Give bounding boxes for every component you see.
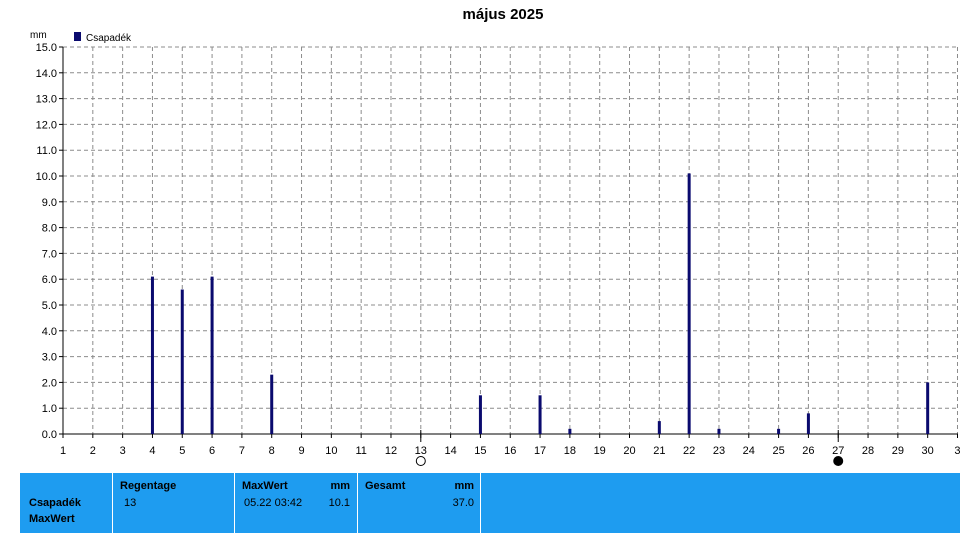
precipitation-chart: május 2025 mm Csapadék 0.0 1.0 2.0 3.0 4.0 5.… bbox=[30, 6, 960, 466]
x-tick-label: 5 bbox=[179, 445, 185, 457]
bar-day-8 bbox=[270, 374, 274, 434]
empty-cell bbox=[480, 473, 960, 533]
bar-day-17 bbox=[538, 395, 542, 434]
maxwert-unit: mm bbox=[330, 480, 350, 492]
y-tick-label: 2.0 bbox=[42, 377, 57, 389]
bar-day-25 bbox=[777, 428, 781, 434]
x-tick-label: 3 bbox=[954, 445, 960, 457]
bar-day-30 bbox=[926, 382, 930, 434]
y-tick-labels: 0.0 1.0 2.0 3.0 4.0 5.0 6.0 7.0 8.0 9.0 10.0 11.0 12… bbox=[36, 42, 57, 441]
x-tick-label: 10 bbox=[325, 445, 337, 457]
bar-day-18 bbox=[568, 428, 572, 434]
maxwert-value: 10.1 bbox=[328, 497, 350, 509]
y-tick-label: 12.0 bbox=[36, 119, 57, 131]
x-tick-label: 11 bbox=[355, 445, 366, 457]
x-tick-labels: 1 2 3 4 5 6 7 8 9 10 11 12 13 14 15 16 17 18 19 20 21 22 23 24 2… bbox=[60, 445, 960, 457]
y-tick-label: 10.0 bbox=[36, 171, 57, 183]
x-tick-label: 26 bbox=[802, 445, 814, 457]
moon-phase-markers bbox=[415, 430, 844, 466]
y-tick-label: 13.0 bbox=[36, 94, 57, 106]
x-tick-label: 1 bbox=[60, 445, 66, 457]
x-tick-label: 9 bbox=[298, 445, 304, 457]
x-tick-label: 23 bbox=[713, 445, 725, 457]
x-tick-label: 8 bbox=[269, 445, 275, 457]
bar-day-26 bbox=[806, 413, 810, 434]
gesamt-cell: Gesamt mm 37.0 bbox=[357, 473, 480, 533]
gesamt-header: Gesamt bbox=[365, 480, 406, 492]
legend-swatch bbox=[74, 32, 81, 41]
bar-day-22 bbox=[687, 173, 691, 435]
maxwert-cell: MaxWert mm 05.22 03:42 10.1 bbox=[234, 473, 356, 533]
row-label-csapadek: Csapadék bbox=[29, 497, 81, 509]
row-label-maxwert: MaxWert bbox=[29, 513, 75, 525]
y-tick-label: 0.0 bbox=[42, 429, 57, 441]
grid bbox=[63, 46, 958, 434]
statistics-panel: Csapadék MaxWert Regentage 13 MaxWert mm… bbox=[20, 473, 960, 533]
gesamt-unit: mm bbox=[454, 480, 474, 492]
gesamt-value: 37.0 bbox=[452, 497, 474, 509]
legend: Csapadék bbox=[74, 32, 132, 44]
y-tick-label: 15.0 bbox=[36, 42, 57, 54]
bar-day-21 bbox=[657, 421, 661, 434]
full-moon-icon bbox=[415, 456, 426, 466]
x-tick-label: 24 bbox=[743, 445, 755, 457]
y-tick-label: 7.0 bbox=[42, 248, 57, 260]
x-tick-label: 27 bbox=[832, 445, 844, 457]
x-tick-label: 17 bbox=[534, 445, 546, 457]
regentage-cell: Regentage 13 bbox=[112, 473, 234, 533]
x-tick-label: 28 bbox=[862, 445, 874, 457]
y-tick-label: 8.0 bbox=[42, 223, 57, 235]
x-tick-label: 13 bbox=[415, 445, 427, 457]
x-tick-label: 3 bbox=[120, 445, 126, 457]
x-tick-label: 4 bbox=[149, 445, 155, 457]
x-tick-label: 29 bbox=[892, 445, 904, 457]
maxwert-header: MaxWert bbox=[242, 480, 288, 492]
x-tick-label: 20 bbox=[623, 445, 635, 457]
bar-day-4 bbox=[150, 276, 154, 434]
x-tick-label: 18 bbox=[564, 445, 576, 457]
y-tick-label: 1.0 bbox=[42, 403, 57, 415]
x-tick-label: 6 bbox=[209, 445, 215, 457]
bar-day-5 bbox=[180, 289, 184, 434]
regentage-header: Regentage bbox=[120, 480, 177, 492]
y-tick-label: 5.0 bbox=[42, 300, 57, 312]
legend-label: Csapadék bbox=[86, 33, 132, 44]
x-tick-label: 30 bbox=[922, 445, 934, 457]
new-moon-icon bbox=[833, 456, 844, 466]
x-tick-label: 16 bbox=[504, 445, 516, 457]
y-tick-label: 9.0 bbox=[42, 197, 57, 209]
regentage-value: 13 bbox=[124, 497, 137, 509]
y-tick-label: 4.0 bbox=[42, 326, 57, 338]
y-tick-label: 6.0 bbox=[42, 274, 57, 286]
x-tick-label: 15 bbox=[474, 445, 486, 457]
x-tick-label: 2 bbox=[90, 445, 96, 457]
axes bbox=[59, 46, 958, 438]
maxwert-datetime: 05.22 03:42 bbox=[244, 497, 303, 509]
x-tick-label: 7 bbox=[239, 445, 245, 457]
x-tick-label: 19 bbox=[594, 445, 606, 457]
bars bbox=[150, 173, 930, 435]
x-tick-label: 22 bbox=[683, 445, 695, 457]
x-tick-label: 21 bbox=[653, 445, 665, 457]
x-tick-label: 12 bbox=[385, 445, 397, 457]
bar-day-6 bbox=[210, 276, 214, 434]
y-tick-label: 14.0 bbox=[36, 68, 57, 80]
x-tick-label: 14 bbox=[444, 445, 456, 457]
bar-day-23 bbox=[717, 428, 721, 434]
bar-day-15 bbox=[478, 395, 482, 434]
chart-title: május 2025 bbox=[463, 6, 544, 23]
y-tick-label: 3.0 bbox=[42, 352, 57, 364]
x-tick-label: 25 bbox=[772, 445, 784, 457]
y-axis-unit: mm bbox=[30, 30, 47, 41]
y-tick-label: 11.0 bbox=[36, 145, 57, 157]
